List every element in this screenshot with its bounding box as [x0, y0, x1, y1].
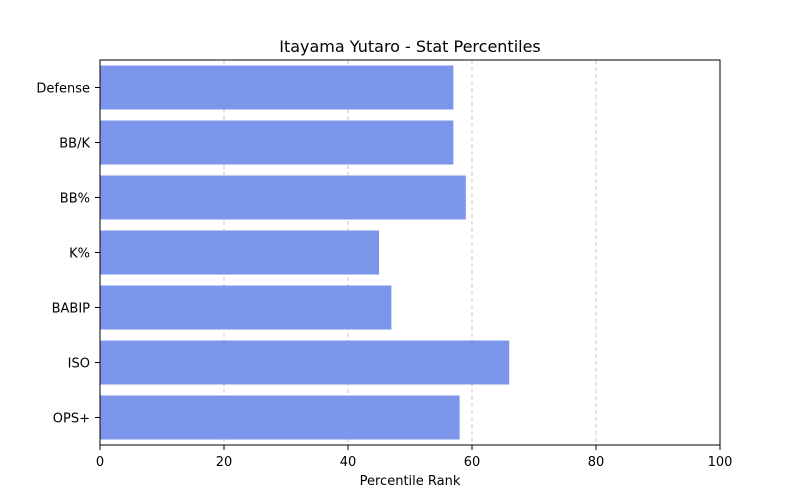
x-tick-label: 0: [96, 455, 104, 470]
x-tick-label: 40: [340, 455, 357, 470]
y-tick-label: ISO: [68, 357, 90, 372]
x-axis-ticks: 0 20 40 60 80 100: [96, 445, 733, 470]
x-axis-label: Percentile Rank: [360, 474, 461, 489]
x-tick-label: 60: [464, 455, 481, 470]
bar: [100, 340, 510, 385]
bar: [100, 65, 454, 110]
y-tick-label: K%: [69, 247, 90, 262]
y-tick-label: BB/K: [59, 137, 90, 152]
y-tick-label: BB%: [60, 192, 90, 207]
y-tick-label: Defense: [36, 82, 90, 97]
bars: [100, 65, 510, 440]
bar: [100, 230, 379, 275]
x-tick-label: 80: [588, 455, 605, 470]
y-tick-label: BABIP: [52, 302, 91, 317]
bar: [100, 395, 460, 440]
y-axis-ticks: Defense BB/K BB% K% BABIP ISO OPS+: [36, 82, 100, 427]
x-tick-label: 100: [708, 455, 733, 470]
x-tick-label: 20: [216, 455, 233, 470]
bar: [100, 285, 392, 330]
bar: [100, 120, 454, 165]
bar: [100, 175, 466, 220]
chart-title: Itayama Yutaro - Stat Percentiles: [279, 37, 541, 56]
y-tick-label: OPS+: [53, 412, 90, 427]
